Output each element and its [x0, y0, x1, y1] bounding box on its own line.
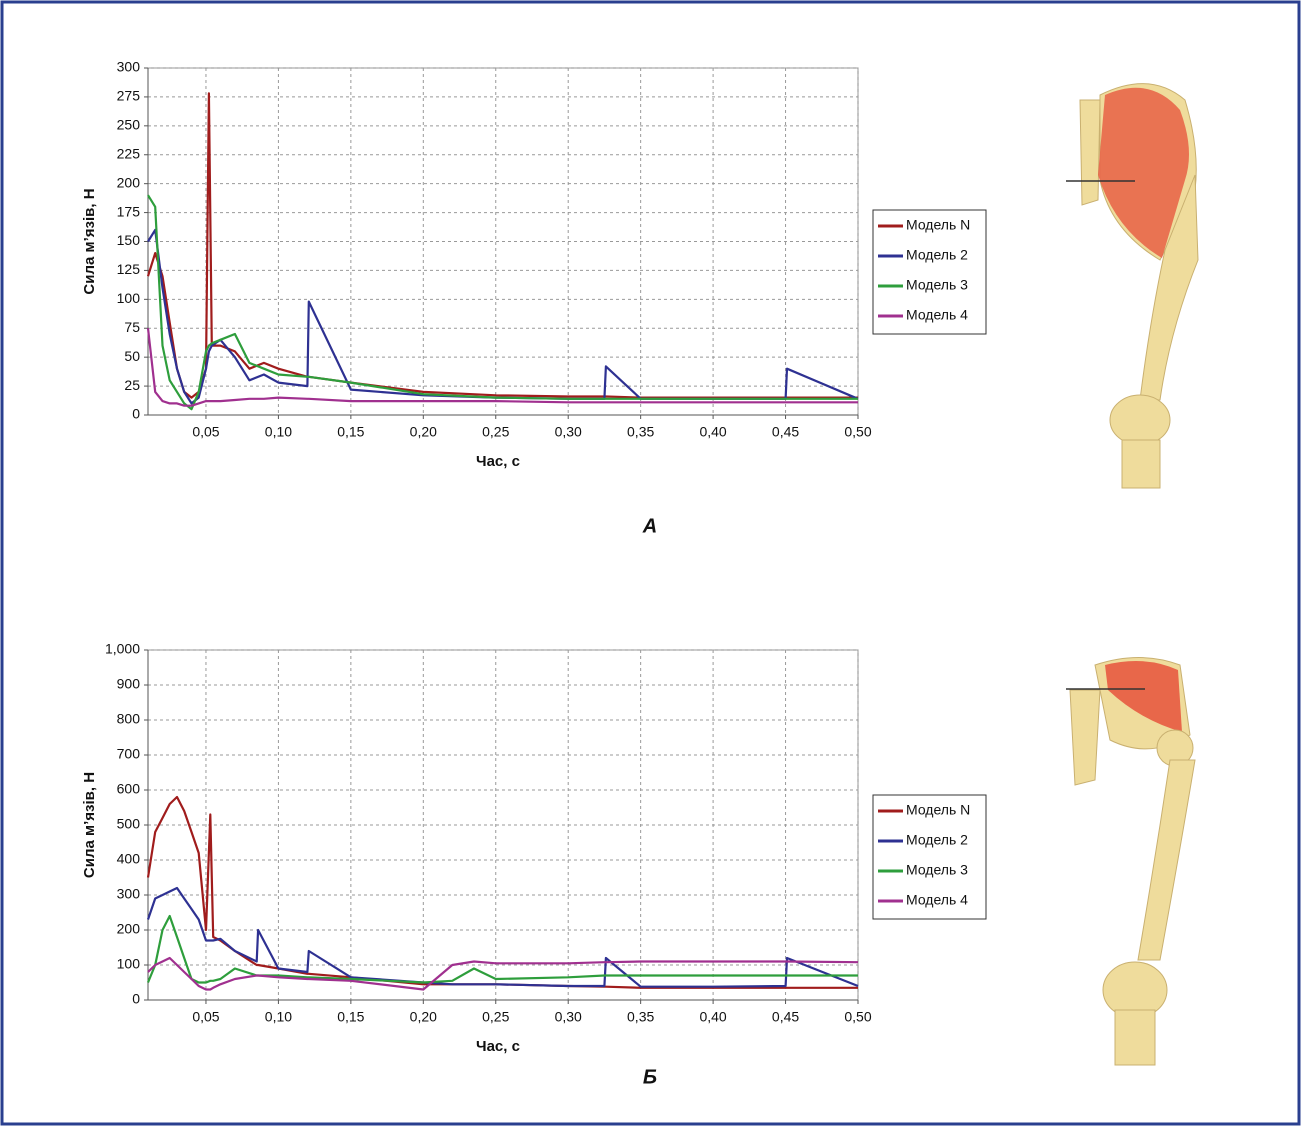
x-tick-label: 0,45 — [772, 424, 799, 440]
y-tick-label: 300 — [117, 59, 141, 75]
y-tick-label: 0 — [132, 991, 140, 1007]
x-tick-label: 0,05 — [192, 424, 219, 440]
y-tick-label: 500 — [117, 816, 141, 832]
y-tick-label: 75 — [124, 319, 140, 335]
y-tick-label: 100 — [117, 956, 141, 972]
legend-label: Модель 4 — [906, 892, 968, 908]
y-tick-label: 600 — [117, 781, 141, 797]
y-tick-label: 200 — [117, 174, 141, 190]
x-tick-label: 0,30 — [555, 424, 582, 440]
anatomy-illustration — [1066, 83, 1199, 489]
legend-label: Модель 4 — [906, 307, 968, 323]
y-tick-label: 25 — [124, 377, 140, 393]
x-tick-label: 0,50 — [844, 424, 871, 440]
x-tick-label: 0,40 — [699, 424, 726, 440]
y-tick-label: 900 — [117, 676, 141, 692]
x-tick-label: 0,30 — [555, 1009, 582, 1025]
y-tick-label: 800 — [117, 711, 141, 727]
anatomy-illustration — [1066, 657, 1196, 1066]
x-tick-label: 0,50 — [844, 1009, 871, 1025]
x-tick-label: 0,25 — [482, 424, 509, 440]
x-tick-label: 0,45 — [772, 1009, 799, 1025]
x-tick-label: 0,05 — [192, 1009, 219, 1025]
y-tick-label: 700 — [117, 746, 141, 762]
series-line — [147, 194, 858, 411]
series-line — [147, 956, 859, 991]
y-tick-label: 300 — [117, 886, 141, 902]
x-tick-label: 0,15 — [337, 424, 364, 440]
y-tick-label: 1,000 — [105, 641, 140, 657]
legend-label: Модель 3 — [906, 862, 968, 878]
series-line — [146, 886, 859, 988]
legend-label: Модель 3 — [906, 277, 968, 293]
legend-label: Модель N — [906, 802, 970, 818]
series-line — [146, 328, 858, 407]
x-axis-title: Час, с — [476, 1038, 520, 1055]
series-line — [146, 914, 858, 984]
series-line — [147, 228, 859, 405]
y-tick-label: 400 — [117, 851, 141, 867]
x-tick-label: 0,25 — [482, 1009, 509, 1025]
y-tick-label: 150 — [117, 232, 141, 248]
y-tick-label: 225 — [117, 145, 141, 161]
y-tick-label: 125 — [117, 261, 141, 277]
x-tick-label: 0,20 — [410, 1009, 437, 1025]
legend-label: Модель 2 — [906, 247, 968, 263]
x-tick-label: 0,20 — [410, 424, 437, 440]
x-axis-title: Час, с — [476, 453, 520, 470]
x-tick-label: 0,10 — [265, 424, 292, 440]
legend-box — [872, 209, 987, 335]
legend-label: Модель 2 — [906, 832, 968, 848]
y-tick-label: 275 — [117, 88, 141, 104]
x-tick-label: 0,35 — [627, 424, 654, 440]
legend-label: Модель N — [906, 217, 970, 233]
x-tick-label: 0,40 — [699, 1009, 726, 1025]
y-axis-title: Сила м’язів, Н — [81, 772, 98, 878]
y-tick-label: 200 — [117, 921, 141, 937]
x-tick-label: 0,15 — [337, 1009, 364, 1025]
y-tick-label: 100 — [117, 290, 141, 306]
y-axis-title: Сила м’язів, Н — [81, 188, 98, 294]
y-tick-label: 0 — [132, 406, 140, 422]
x-tick-label: 0,10 — [265, 1009, 292, 1025]
legend-box — [872, 794, 987, 920]
y-tick-label: 250 — [117, 117, 141, 133]
figure-caption: А — [642, 515, 657, 537]
x-tick-label: 0,35 — [627, 1009, 654, 1025]
y-tick-label: 50 — [124, 348, 140, 364]
y-tick-label: 175 — [117, 203, 141, 219]
figure-caption: Б — [643, 1066, 657, 1088]
